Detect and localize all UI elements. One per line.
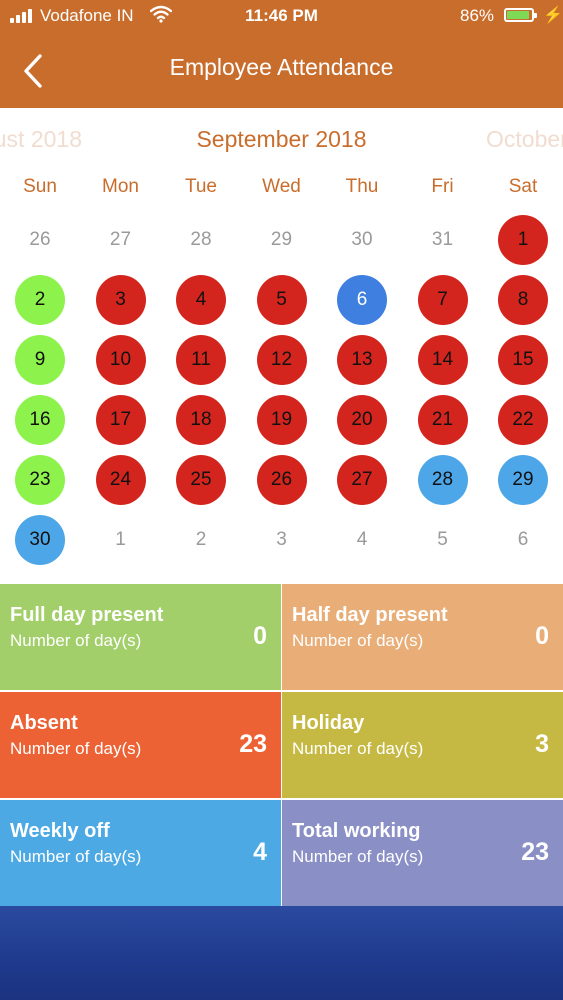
- half-day-present-label: Half day present: [292, 604, 448, 626]
- total-working-card[interactable]: Total working Number of day(s) 23: [282, 800, 563, 906]
- calendar-day[interactable]: 7: [417, 275, 468, 325]
- calendar-day[interactable]: 3: [276, 529, 287, 550]
- holiday-label: Holiday: [292, 712, 365, 734]
- attendance-calendar: August 2018 September 2018 October 2018 …: [0, 108, 563, 584]
- calendar-day[interactable]: 10: [95, 335, 146, 385]
- chevron-left-icon: [24, 54, 42, 88]
- calendar-day[interactable]: 22: [498, 395, 548, 445]
- footer-banner: [0, 906, 563, 1000]
- holiday-count: 3: [535, 730, 549, 758]
- full-day-present-count: 0: [253, 622, 267, 650]
- current-month-label: September 2018: [196, 126, 367, 152]
- weekday-thu: Thu: [345, 176, 379, 197]
- total-working-count: 23: [521, 838, 549, 866]
- calendar-day[interactable]: 26: [256, 455, 307, 505]
- half-day-present-sublabel: Number of day(s): [292, 631, 424, 650]
- prev-month-label[interactable]: August 2018: [0, 126, 82, 152]
- app-header: Vodafone IN 11:46 PM 86% ⚡ Employee Atte…: [0, 0, 563, 108]
- holiday-card[interactable]: Holiday Number of day(s) 3: [282, 692, 563, 798]
- calendar-day[interactable]: 5: [437, 529, 448, 550]
- weekly-off-label: Weekly off: [10, 820, 110, 842]
- calendar-day[interactable]: 2: [195, 529, 207, 550]
- calendar-day[interactable]: 31: [431, 229, 454, 250]
- weekday-sat: Sat: [508, 176, 538, 197]
- weekly-off-count: 4: [253, 838, 267, 866]
- calendar-day[interactable]: 15: [498, 335, 548, 385]
- calendar-day[interactable]: 12: [256, 335, 307, 385]
- calendar-day[interactable]: 24: [95, 455, 146, 505]
- weekday-tue: Tue: [184, 176, 218, 197]
- calendar-day[interactable]: 13: [337, 335, 387, 385]
- battery-icon: [504, 8, 537, 22]
- calendar-day[interactable]: 29: [270, 229, 293, 250]
- signal-icon: [10, 9, 32, 23]
- calendar-day[interactable]: 11: [176, 335, 226, 385]
- calendar-day[interactable]: 20: [337, 395, 387, 445]
- calendar-day[interactable]: 29: [498, 455, 548, 505]
- absent-label: Absent: [10, 712, 78, 734]
- calendar-day[interactable]: 30: [15, 515, 65, 565]
- half-day-present-card[interactable]: Half day present Number of day(s) 0: [282, 584, 563, 690]
- calendar-day[interactable]: 25: [176, 455, 226, 505]
- status-time: 11:46 PM: [245, 6, 318, 25]
- calendar-day[interactable]: 18: [176, 395, 226, 445]
- calendar-day[interactable]: 5: [256, 275, 307, 325]
- calendar-day[interactable]: 2: [15, 275, 65, 325]
- battery-percent: 86%: [460, 6, 495, 25]
- weekday-fri: Fri: [431, 176, 454, 197]
- calendar-day[interactable]: 1: [115, 529, 126, 550]
- calendar-day[interactable]: 21: [417, 395, 468, 445]
- status-bar: Vodafone IN 11:46 PM 86% ⚡: [0, 0, 563, 32]
- calendar-day[interactable]: 27: [337, 455, 387, 505]
- full-day-present-label: Full day present: [10, 604, 164, 626]
- absent-card[interactable]: Absent Number of day(s) 23: [0, 692, 281, 798]
- weekly-off-card[interactable]: Weekly off Number of day(s) 4: [0, 800, 281, 906]
- full-day-present-sublabel: Number of day(s): [10, 631, 142, 650]
- calendar-day[interactable]: 4: [356, 529, 368, 550]
- calendar-day[interactable]: 27: [109, 229, 132, 250]
- calendar-day[interactable]: 28: [417, 455, 468, 505]
- weekday-wed: Wed: [262, 176, 301, 197]
- next-month-label[interactable]: October 2018: [486, 126, 563, 152]
- bolt-icon: ⚡: [543, 7, 563, 24]
- calendar-day[interactable]: 3: [95, 275, 146, 325]
- absent-count: 23: [239, 730, 267, 758]
- calendar-day[interactable]: 30: [351, 229, 373, 250]
- calendar-day[interactable]: 8: [498, 275, 548, 325]
- calendar-day[interactable]: 28: [190, 229, 212, 250]
- calendar-day[interactable]: 4: [176, 275, 226, 325]
- calendar-day[interactable]: 17: [95, 395, 146, 445]
- full-day-present-card[interactable]: Full day present Number of day(s) 0: [0, 584, 281, 690]
- half-day-present-count: 0: [535, 622, 549, 650]
- calendar-day[interactable]: 1: [498, 215, 548, 265]
- carrier-name: Vodafone IN: [40, 6, 134, 25]
- calendar-day[interactable]: 16: [15, 395, 65, 445]
- weekday-sun: Sun: [23, 176, 57, 197]
- weekly-off-sublabel: Number of day(s): [10, 847, 142, 866]
- calendar-day[interactable]: 6: [517, 529, 529, 550]
- calendar-day[interactable]: 9: [15, 335, 65, 385]
- calendar-day[interactable]: 26: [29, 229, 51, 250]
- attendance-summary: Full day present Number of day(s) 0 Half da…: [0, 584, 563, 906]
- calendar-day[interactable]: 23: [15, 455, 65, 505]
- wifi-icon: [150, 5, 172, 23]
- back-button[interactable]: [16, 50, 50, 92]
- calendar-day[interactable]: 19: [256, 395, 307, 445]
- total-working-label: Total working: [292, 820, 421, 842]
- weekday-header: Sun Mon Tue Wed Thu Fri Sat: [0, 176, 563, 200]
- holiday-sublabel: Number of day(s): [292, 739, 424, 758]
- weekday-mon: Mon: [102, 176, 139, 197]
- absent-sublabel: Number of day(s): [10, 739, 142, 758]
- page-title: Employee Attendance: [169, 54, 394, 80]
- calendar-day[interactable]: 14: [417, 335, 468, 385]
- calendar-day[interactable]: 6: [337, 275, 387, 325]
- total-working-sublabel: Number of day(s): [292, 847, 424, 866]
